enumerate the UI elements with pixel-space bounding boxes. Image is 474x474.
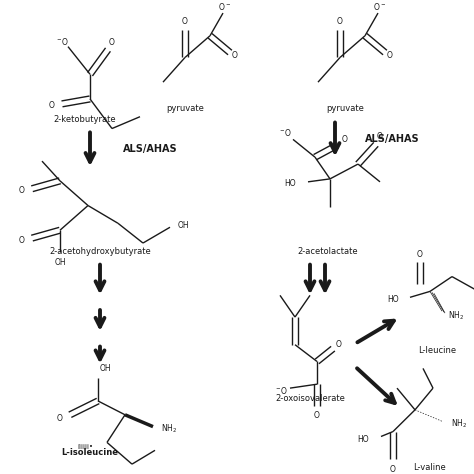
- Text: $^-$O: $^-$O: [274, 384, 288, 396]
- Text: O: O: [314, 411, 320, 420]
- Text: O: O: [182, 18, 188, 27]
- Text: O: O: [377, 132, 383, 141]
- Text: OH: OH: [99, 364, 111, 373]
- Text: L-leucine: L-leucine: [418, 346, 456, 355]
- Text: pyruvate: pyruvate: [326, 104, 364, 113]
- Text: O: O: [232, 51, 238, 60]
- Text: O$^-$: O$^-$: [374, 0, 387, 12]
- Text: 2-acetolactate: 2-acetolactate: [298, 247, 358, 256]
- Text: ALS/AHAS: ALS/AHAS: [123, 144, 177, 154]
- Text: O$^-$: O$^-$: [219, 0, 232, 12]
- Text: NH$_2$: NH$_2$: [448, 310, 464, 322]
- Text: $^-$O: $^-$O: [278, 127, 292, 138]
- Text: O: O: [342, 135, 348, 144]
- Text: $^-$O: $^-$O: [55, 36, 69, 47]
- Text: O: O: [417, 250, 423, 259]
- Text: HO: HO: [284, 179, 296, 188]
- Text: O: O: [57, 414, 63, 423]
- Text: O: O: [109, 38, 115, 47]
- Text: NH$_2$: NH$_2$: [451, 418, 467, 430]
- Text: O: O: [336, 340, 342, 349]
- Text: O: O: [19, 186, 25, 195]
- Text: NH$_2$: NH$_2$: [161, 422, 177, 435]
- Text: O: O: [337, 18, 343, 27]
- Text: O: O: [19, 236, 25, 245]
- Text: 2-acetohydroxybutyrate: 2-acetohydroxybutyrate: [49, 247, 151, 256]
- Text: O: O: [49, 101, 55, 110]
- Text: OH: OH: [177, 221, 189, 230]
- Text: O: O: [390, 465, 396, 474]
- Text: L-valine: L-valine: [414, 463, 447, 472]
- Text: ALS/AHAS: ALS/AHAS: [365, 135, 419, 145]
- Text: iiiiii•: iiiiii•: [77, 444, 93, 450]
- Text: 2-ketobutyrate: 2-ketobutyrate: [54, 115, 116, 124]
- Text: HO: HO: [357, 435, 369, 444]
- Text: pyruvate: pyruvate: [166, 104, 204, 113]
- Text: HO: HO: [387, 295, 399, 304]
- Text: OH: OH: [54, 258, 66, 267]
- Text: O: O: [387, 51, 393, 60]
- Text: L-isoleucine: L-isoleucine: [62, 448, 118, 457]
- Text: 2-oxoisovalerate: 2-oxoisovalerate: [275, 393, 345, 402]
